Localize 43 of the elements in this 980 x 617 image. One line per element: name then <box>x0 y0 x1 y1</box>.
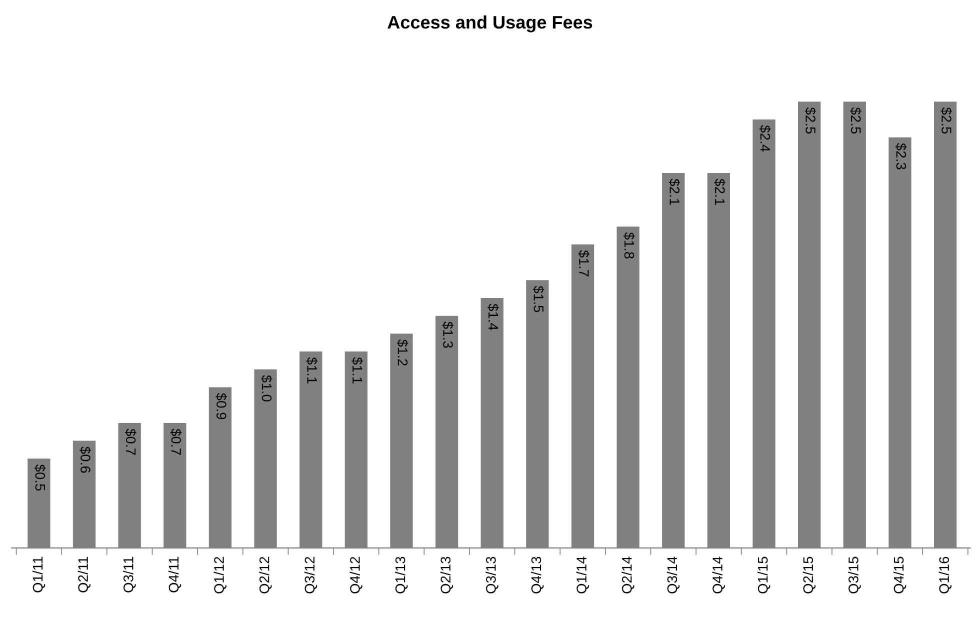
data-label: $1.7 <box>578 250 590 276</box>
x-tick-label: Q3/14 <box>666 556 680 594</box>
x-tick-label: Q3/12 <box>304 556 318 594</box>
x-tick-label: Q4/11 <box>168 556 182 592</box>
data-label: $1.4 <box>488 304 499 330</box>
data-label: $0.7 <box>125 428 136 455</box>
x-tick-label: Q1/12 <box>214 556 226 594</box>
x-tick-label: Q4/14 <box>712 556 725 594</box>
data-label: $2.1 <box>714 178 726 205</box>
x-tick-label: Q3/13 <box>486 556 498 594</box>
x-tick-label: Q1/14 <box>576 556 589 594</box>
data-label: $2.4 <box>759 125 771 152</box>
x-tick-label: Q1/13 <box>395 556 408 594</box>
data-label: $1.1 <box>306 357 318 384</box>
data-label: $0.5 <box>34 464 46 491</box>
data-label: $0.6 <box>80 446 91 473</box>
data-label: $2.5 <box>850 107 862 134</box>
data-label: $1.5 <box>532 286 544 312</box>
x-tick-label: Q4/15 <box>893 556 906 594</box>
x-tick-label: Q1/16 <box>938 556 952 594</box>
x-tick-label: Q4/12 <box>350 556 362 594</box>
data-label: $1.8 <box>624 232 635 259</box>
x-tick-label: Q2/11 <box>78 556 90 592</box>
data-label: $1.3 <box>442 322 454 348</box>
data-label: $2.1 <box>668 178 680 205</box>
chart-title: Access and Usage Fees <box>388 15 592 32</box>
x-tick-label: Q4/13 <box>530 556 544 594</box>
data-label: $0.9 <box>216 392 227 420</box>
data-label: $2.3 <box>895 143 907 170</box>
data-label: $1.0 <box>260 375 272 402</box>
data-label: $2.5 <box>940 107 952 134</box>
x-tick-label: Q2/14 <box>622 556 634 594</box>
data-label: $2.5 <box>804 107 816 134</box>
x-tick-label: Q1/15 <box>758 556 770 594</box>
x-tick-label: Q2/12 <box>259 556 272 594</box>
x-tick-label: Q1/11 <box>32 556 46 592</box>
x-tick-label: Q2/13 <box>440 556 454 594</box>
x-tick-label: Q3/11 <box>123 556 136 592</box>
x-tick-label: Q2/15 <box>802 556 816 594</box>
data-label: $1.2 <box>396 339 408 366</box>
x-tick-label: Q3/15 <box>848 556 861 594</box>
data-label: $0.7 <box>170 428 182 455</box>
data-label: $1.1 <box>352 357 363 384</box>
